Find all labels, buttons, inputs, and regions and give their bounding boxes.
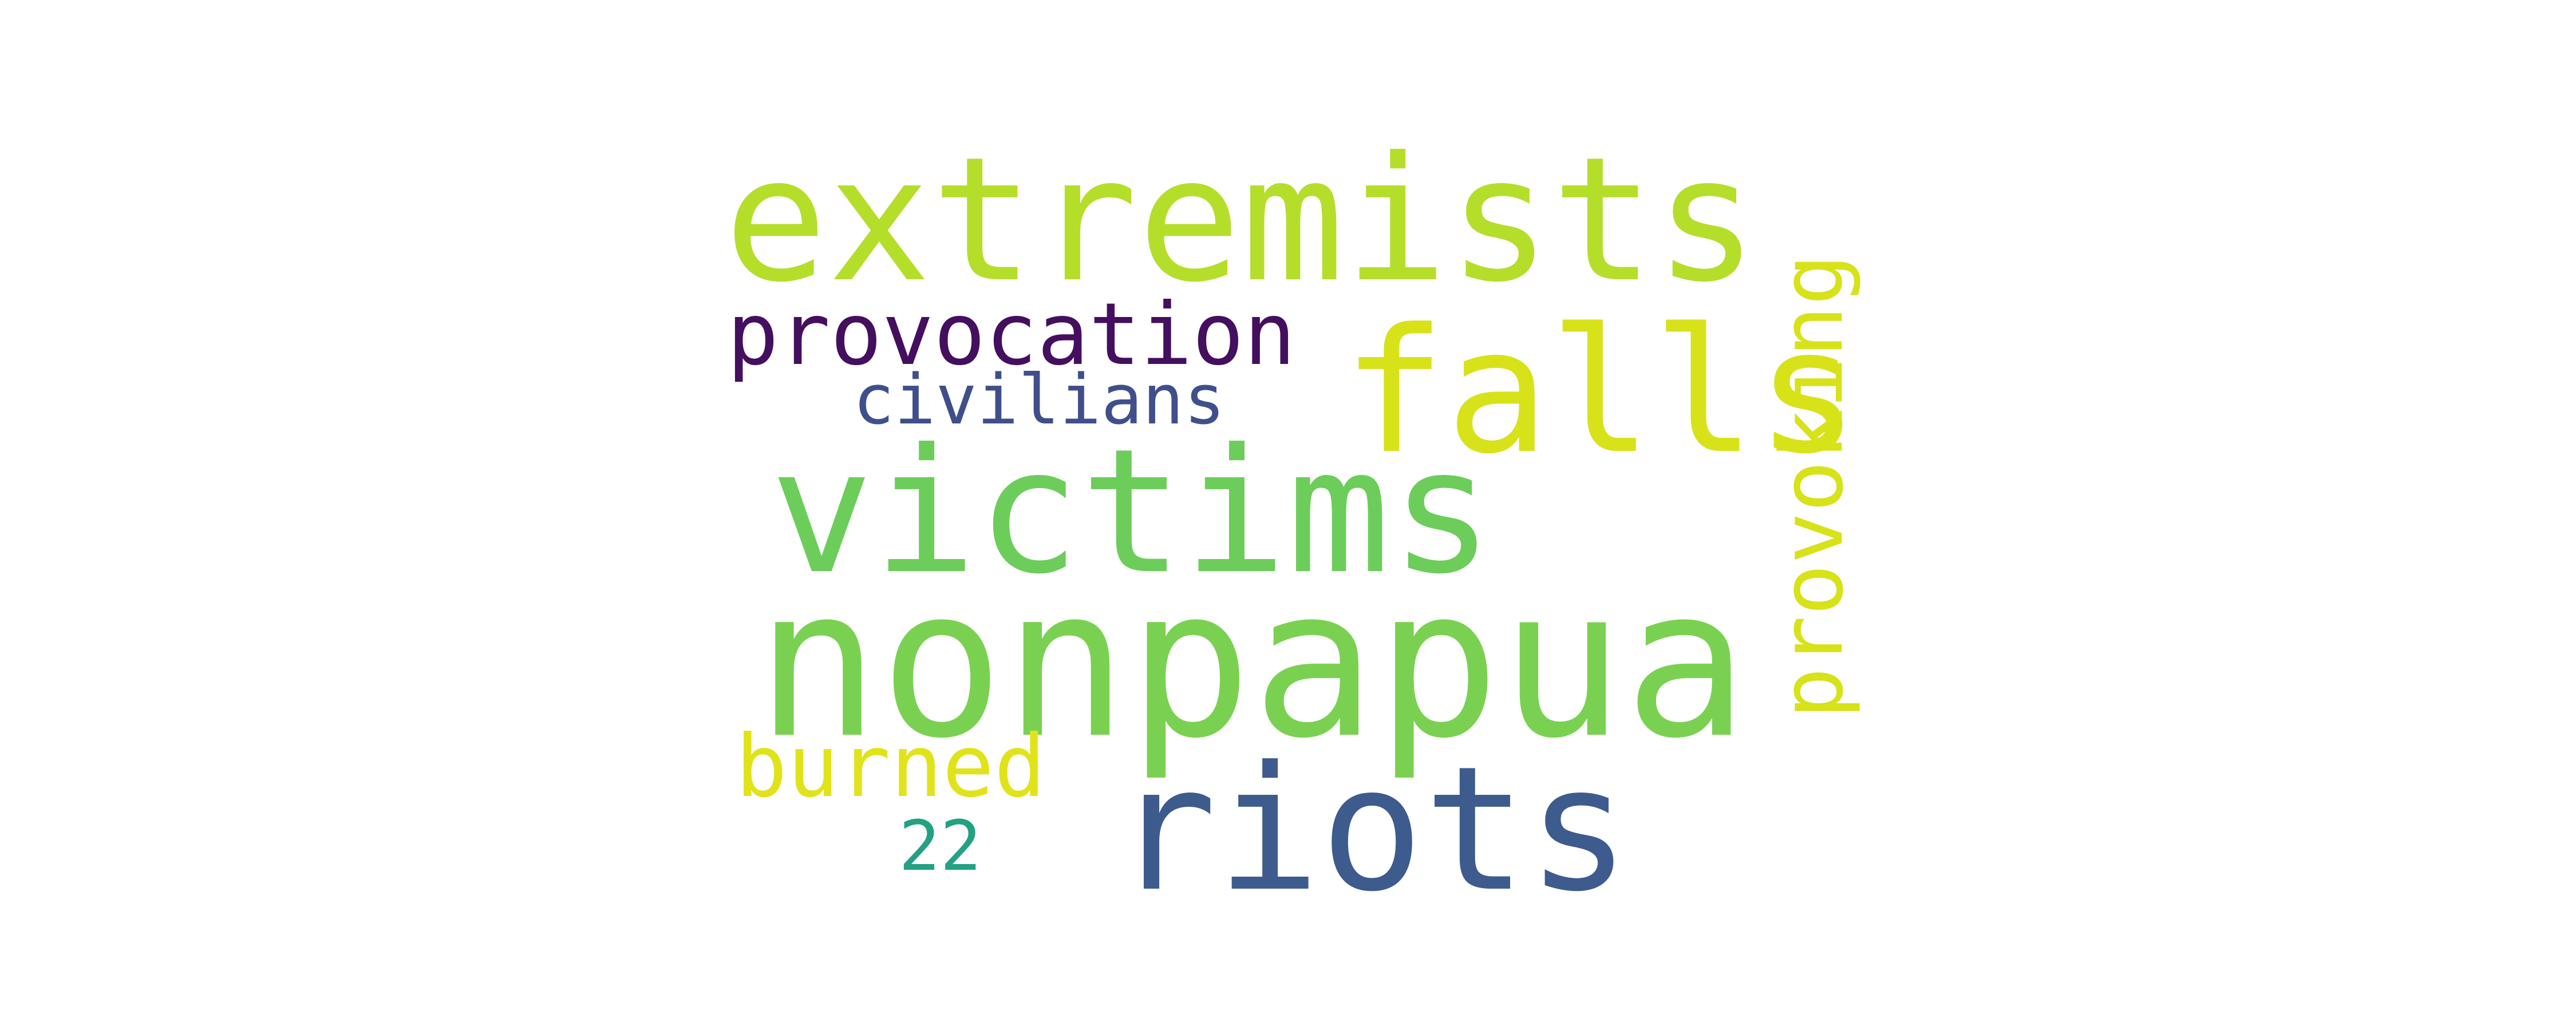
word-nonpapua: nonpapua bbox=[756, 544, 1748, 783]
word-riots: riots bbox=[1113, 730, 1631, 929]
word-falls: falls bbox=[1342, 292, 1860, 492]
word-burned: burned bbox=[736, 717, 1046, 817]
word-provoking: provoking bbox=[1763, 253, 1863, 719]
word-provocation: provocation bbox=[727, 285, 1296, 385]
word-civilians: civilians bbox=[853, 360, 1226, 440]
word-22: 22 bbox=[899, 807, 982, 886]
word-victims: victims bbox=[770, 412, 1494, 612]
word-extremists: extremists bbox=[724, 120, 1759, 320]
